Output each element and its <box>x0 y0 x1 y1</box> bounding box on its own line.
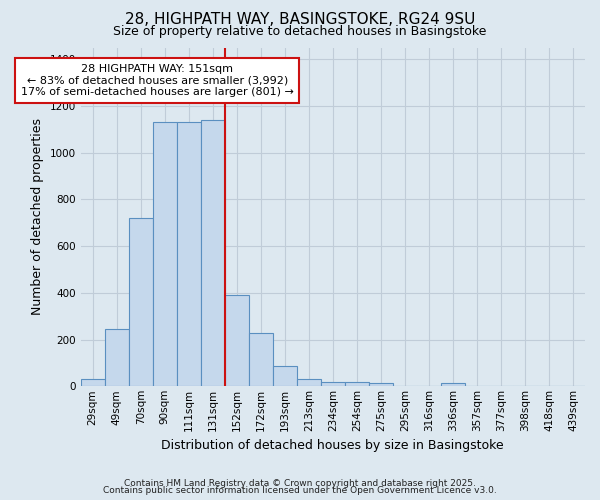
Y-axis label: Number of detached properties: Number of detached properties <box>31 118 44 316</box>
Bar <box>369 383 393 386</box>
Bar <box>152 122 176 386</box>
Text: Contains public sector information licensed under the Open Government Licence v3: Contains public sector information licen… <box>103 486 497 495</box>
Text: Size of property relative to detached houses in Basingstoke: Size of property relative to detached ho… <box>113 25 487 38</box>
Bar <box>345 382 369 386</box>
Bar <box>104 329 128 386</box>
Text: 28 HIGHPATH WAY: 151sqm
← 83% of detached houses are smaller (3,992)
17% of semi: 28 HIGHPATH WAY: 151sqm ← 83% of detache… <box>21 64 294 97</box>
Bar <box>176 122 200 386</box>
Text: 28, HIGHPATH WAY, BASINGSTOKE, RG24 9SU: 28, HIGHPATH WAY, BASINGSTOKE, RG24 9SU <box>125 12 475 28</box>
X-axis label: Distribution of detached houses by size in Basingstoke: Distribution of detached houses by size … <box>161 440 504 452</box>
Bar <box>273 366 297 386</box>
Bar <box>321 382 345 386</box>
Text: Contains HM Land Registry data © Crown copyright and database right 2025.: Contains HM Land Registry data © Crown c… <box>124 478 476 488</box>
Bar <box>297 380 321 386</box>
Bar <box>249 332 273 386</box>
Bar <box>225 295 249 386</box>
Bar <box>128 218 152 386</box>
Bar <box>200 120 225 386</box>
Bar <box>441 383 465 386</box>
Bar <box>80 380 104 386</box>
